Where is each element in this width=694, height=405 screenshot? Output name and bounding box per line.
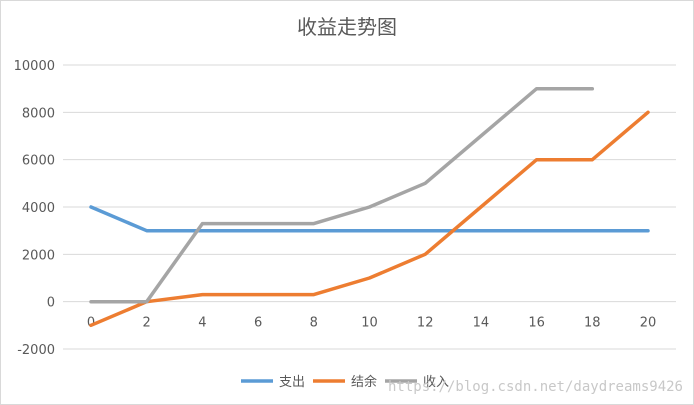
legend-label-2: 结余 [351,374,377,390]
x-tick-label: 16 [528,316,545,331]
watermark: https://blog.csdn.net/daydreams9426 [388,379,683,395]
y-tick-label: 8000 [22,106,55,121]
x-axis-tick-labels: 0 2 4 6 8 10 12 14 16 18 20 [87,316,656,331]
series-line-3 [89,86,595,304]
chart-title: 收益走势图 [297,15,397,39]
series-lines [89,86,650,328]
legend-label-1: 支出 [279,375,305,390]
y-tick-label: 6000 [22,154,55,169]
legend: 支出 结余 收入 [241,374,449,390]
series-line-1 [89,205,650,233]
series-line-2 [89,110,650,328]
x-tick-label: 8 [310,316,318,331]
x-tick-label: 0 [87,316,95,331]
x-tick-label: 14 [473,316,490,331]
y-tick-label: 2000 [22,248,55,263]
x-tick-label: 12 [417,316,434,331]
legend-label-3: 收入 [423,375,449,390]
x-tick-label: 2 [143,316,151,331]
gridlines [63,64,676,350]
y-axis-tick-labels: 10000 8000 6000 4000 2000 0 -2000 [14,59,55,358]
x-tick-label: 10 [361,316,378,331]
x-tick-label: 18 [584,316,601,331]
y-tick-label: 0 [47,296,55,311]
y-tick-label: 10000 [14,59,55,74]
x-tick-label: 20 [640,316,657,331]
y-tick-label: -2000 [17,343,55,358]
x-tick-label: 6 [254,316,262,331]
x-tick-label: 4 [198,316,206,331]
y-tick-label: 4000 [22,201,55,216]
